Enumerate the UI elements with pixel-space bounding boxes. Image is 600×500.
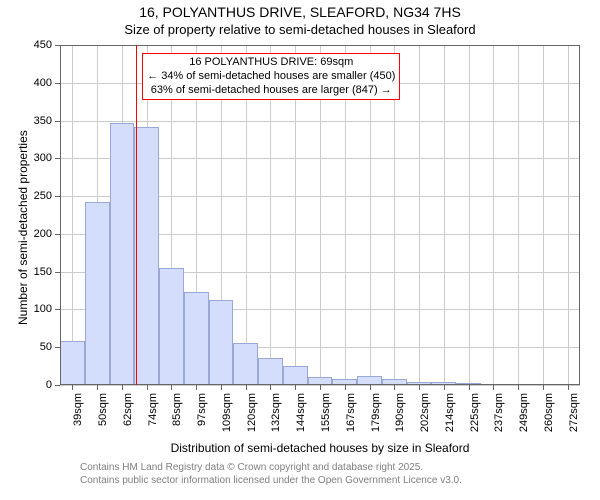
histogram-bar: [110, 123, 135, 385]
reference-line: [136, 45, 137, 385]
gridline-vertical: [518, 45, 519, 385]
y-tick-label: 0: [0, 379, 52, 391]
y-tick-label: 300: [0, 152, 52, 164]
chart-title-main: 16, POLYANTHUS DRIVE, SLEAFORD, NG34 7HS: [0, 4, 600, 20]
x-tick-mark: [419, 385, 420, 390]
x-tick-label: 144sqm: [295, 393, 307, 443]
plot-border-top: [60, 45, 580, 46]
gridline-vertical: [419, 45, 420, 385]
callout-line-2: ← 34% of semi-detached houses are smalle…: [147, 70, 395, 84]
gridline-vertical: [568, 45, 569, 385]
y-tick-label: 400: [0, 77, 52, 89]
x-tick-mark: [320, 385, 321, 390]
footer-line-2: Contains public sector information licen…: [80, 474, 462, 487]
x-tick-mark: [147, 385, 148, 390]
footer-line-1: Contains HM Land Registry data © Crown c…: [80, 461, 462, 474]
gridline-vertical: [493, 45, 494, 385]
x-tick-label: 249sqm: [518, 393, 530, 443]
y-tick-mark: [55, 385, 60, 386]
x-tick-label: 85sqm: [171, 393, 183, 443]
x-tick-label: 272sqm: [568, 393, 580, 443]
x-tick-mark: [97, 385, 98, 390]
x-tick-mark: [345, 385, 346, 390]
x-tick-mark: [518, 385, 519, 390]
y-tick-label: 250: [0, 190, 52, 202]
x-tick-mark: [568, 385, 569, 390]
callout-line-1: 16 POLYANTHUS DRIVE: 69sqm: [147, 56, 395, 70]
x-tick-mark: [171, 385, 172, 390]
callout-line-3: 63% of semi-detached houses are larger (…: [147, 84, 395, 98]
x-tick-mark: [493, 385, 494, 390]
x-tick-label: 260sqm: [543, 393, 555, 443]
x-tick-label: 214sqm: [444, 393, 456, 443]
x-tick-mark: [246, 385, 247, 390]
histogram-bar: [283, 366, 308, 385]
x-tick-label: 62sqm: [122, 393, 134, 443]
plot-area: 16 POLYANTHUS DRIVE: 69sqm← 34% of semi-…: [60, 45, 580, 385]
x-axis-line: [60, 384, 580, 385]
histogram-bar: [134, 127, 159, 385]
y-axis-line: [60, 45, 61, 385]
histogram-bar: [258, 358, 283, 385]
chart-title-sub: Size of property relative to semi-detach…: [0, 22, 600, 37]
callout-box: 16 POLYANTHUS DRIVE: 69sqm← 34% of semi-…: [142, 53, 400, 100]
gridline-vertical: [543, 45, 544, 385]
histogram-bar: [60, 341, 85, 385]
y-tick-label: 450: [0, 39, 52, 51]
x-tick-label: 97sqm: [196, 393, 208, 443]
x-tick-mark: [543, 385, 544, 390]
x-tick-label: 120sqm: [246, 393, 258, 443]
x-tick-mark: [469, 385, 470, 390]
x-tick-label: 39sqm: [72, 393, 84, 443]
footer-attribution: Contains HM Land Registry data © Crown c…: [80, 461, 462, 487]
gridline-vertical: [72, 45, 73, 385]
histogram-bar: [209, 300, 234, 385]
x-tick-mark: [295, 385, 296, 390]
x-tick-label: 132sqm: [270, 393, 282, 443]
x-tick-mark: [72, 385, 73, 390]
x-tick-label: 202sqm: [419, 393, 431, 443]
x-tick-label: 109sqm: [221, 393, 233, 443]
x-tick-mark: [444, 385, 445, 390]
histogram-bar: [159, 268, 184, 385]
x-tick-label: 179sqm: [370, 393, 382, 443]
x-tick-mark: [370, 385, 371, 390]
x-tick-label: 155sqm: [320, 393, 332, 443]
x-tick-mark: [394, 385, 395, 390]
gridline-vertical: [469, 45, 470, 385]
x-tick-label: 74sqm: [147, 393, 159, 443]
x-tick-mark: [221, 385, 222, 390]
histogram-bar: [85, 202, 110, 385]
x-axis-label: Distribution of semi-detached houses by …: [60, 441, 580, 455]
x-tick-label: 237sqm: [493, 393, 505, 443]
x-tick-label: 225sqm: [469, 393, 481, 443]
x-tick-label: 190sqm: [394, 393, 406, 443]
gridline-vertical: [444, 45, 445, 385]
y-tick-label: 50: [0, 341, 52, 353]
y-tick-label: 150: [0, 266, 52, 278]
x-tick-mark: [122, 385, 123, 390]
x-tick-label: 50sqm: [97, 393, 109, 443]
x-tick-mark: [270, 385, 271, 390]
x-tick-label: 167sqm: [345, 393, 357, 443]
plot-border-right: [579, 45, 580, 385]
histogram-bar: [233, 343, 258, 385]
y-tick-label: 350: [0, 115, 52, 127]
x-tick-mark: [196, 385, 197, 390]
y-tick-label: 200: [0, 228, 52, 240]
y-tick-label: 100: [0, 303, 52, 315]
histogram-bar: [184, 292, 209, 385]
chart-container: 16, POLYANTHUS DRIVE, SLEAFORD, NG34 7HS…: [0, 0, 600, 500]
